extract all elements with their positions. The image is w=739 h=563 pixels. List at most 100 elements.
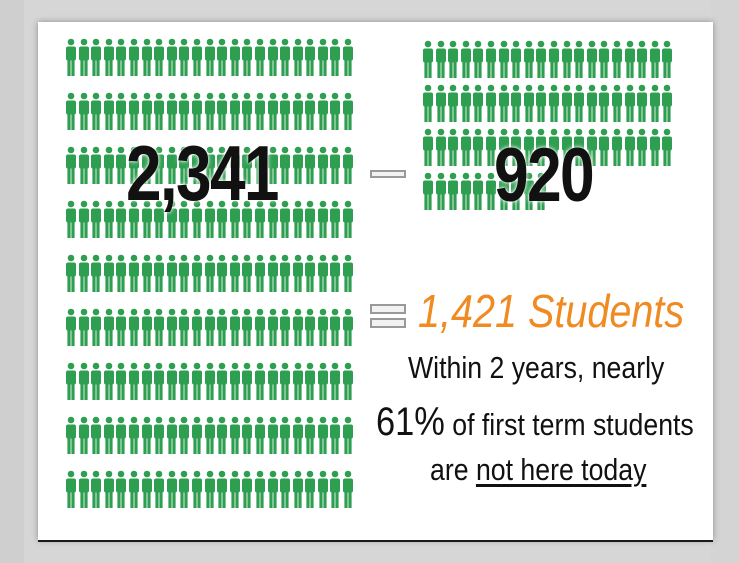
person-icon bbox=[523, 128, 536, 168]
person-icon bbox=[141, 416, 154, 456]
person-icon bbox=[216, 92, 229, 132]
person-row bbox=[65, 146, 355, 200]
person-icon bbox=[204, 92, 217, 132]
right-frame bbox=[711, 0, 739, 563]
person-icon bbox=[103, 308, 116, 348]
people-grid-remaining bbox=[422, 40, 674, 216]
person-icon bbox=[661, 84, 674, 124]
person-icon bbox=[304, 470, 317, 510]
statement-line-3: are not here today bbox=[430, 452, 646, 488]
person-icon bbox=[510, 128, 523, 168]
person-icon bbox=[279, 416, 292, 456]
person-icon bbox=[229, 38, 242, 78]
person-icon bbox=[241, 200, 254, 240]
person-icon bbox=[103, 362, 116, 402]
person-icon bbox=[241, 92, 254, 132]
person-icon bbox=[191, 362, 204, 402]
person-icon bbox=[78, 470, 91, 510]
person-icon bbox=[166, 92, 179, 132]
person-icon bbox=[166, 200, 179, 240]
person-icon bbox=[329, 416, 342, 456]
person-icon bbox=[329, 362, 342, 402]
person-icon bbox=[153, 308, 166, 348]
person-icon bbox=[435, 84, 448, 124]
person-icon bbox=[103, 200, 116, 240]
person-icon bbox=[254, 38, 267, 78]
person-icon bbox=[153, 254, 166, 294]
person-icon bbox=[304, 38, 317, 78]
person-icon bbox=[229, 416, 242, 456]
person-icon bbox=[342, 146, 355, 186]
person-icon bbox=[317, 416, 330, 456]
person-icon bbox=[661, 128, 674, 168]
person-icon bbox=[485, 84, 498, 124]
person-icon bbox=[422, 40, 435, 80]
person-icon bbox=[279, 92, 292, 132]
person-icon bbox=[329, 470, 342, 510]
person-icon bbox=[661, 40, 674, 80]
person-icon bbox=[304, 146, 317, 186]
statement-line-2: 61% of first term students bbox=[376, 400, 694, 445]
person-icon bbox=[241, 362, 254, 402]
person-icon bbox=[267, 416, 280, 456]
person-icon bbox=[292, 200, 305, 240]
person-icon bbox=[267, 470, 280, 510]
person-icon bbox=[292, 308, 305, 348]
person-icon bbox=[267, 362, 280, 402]
person-icon bbox=[586, 84, 599, 124]
person-icon bbox=[304, 362, 317, 402]
person-icon bbox=[241, 38, 254, 78]
person-icon bbox=[78, 92, 91, 132]
person-icon bbox=[65, 146, 78, 186]
person-row bbox=[65, 92, 355, 146]
person-icon bbox=[254, 92, 267, 132]
person-icon bbox=[90, 254, 103, 294]
person-icon bbox=[78, 362, 91, 402]
person-icon bbox=[586, 40, 599, 80]
person-icon bbox=[586, 128, 599, 168]
person-icon bbox=[178, 308, 191, 348]
person-icon bbox=[78, 200, 91, 240]
person-row bbox=[422, 128, 674, 172]
person-icon bbox=[304, 416, 317, 456]
person-row bbox=[65, 362, 355, 416]
equals-bar-bottom bbox=[370, 318, 406, 328]
person-icon bbox=[598, 84, 611, 124]
person-icon bbox=[128, 200, 141, 240]
person-icon bbox=[65, 200, 78, 240]
person-icon bbox=[241, 146, 254, 186]
person-icon bbox=[78, 38, 91, 78]
person-icon bbox=[304, 200, 317, 240]
person-icon bbox=[317, 308, 330, 348]
person-icon bbox=[65, 416, 78, 456]
person-icon bbox=[317, 470, 330, 510]
person-icon bbox=[178, 362, 191, 402]
person-icon bbox=[216, 254, 229, 294]
person-icon bbox=[128, 362, 141, 402]
person-icon bbox=[422, 84, 435, 124]
person-icon bbox=[611, 40, 624, 80]
person-icon bbox=[624, 128, 637, 168]
person-icon bbox=[498, 40, 511, 80]
person-icon bbox=[178, 146, 191, 186]
person-icon bbox=[279, 470, 292, 510]
person-icon bbox=[141, 470, 154, 510]
person-icon bbox=[204, 254, 217, 294]
person-icon bbox=[279, 200, 292, 240]
person-icon bbox=[141, 254, 154, 294]
person-icon bbox=[472, 40, 485, 80]
person-icon bbox=[103, 416, 116, 456]
person-icon bbox=[128, 470, 141, 510]
person-row bbox=[65, 38, 355, 92]
person-icon bbox=[191, 92, 204, 132]
person-icon bbox=[535, 172, 548, 212]
slide: 2,341 920 1,421 Students Within 2 years,… bbox=[38, 22, 713, 540]
person-icon bbox=[153, 470, 166, 510]
person-icon bbox=[292, 470, 305, 510]
person-row bbox=[65, 416, 355, 470]
person-icon bbox=[90, 200, 103, 240]
statement-line-1: Within 2 years, nearly bbox=[408, 350, 665, 385]
person-icon bbox=[304, 308, 317, 348]
person-icon bbox=[153, 92, 166, 132]
person-icon bbox=[460, 172, 473, 212]
